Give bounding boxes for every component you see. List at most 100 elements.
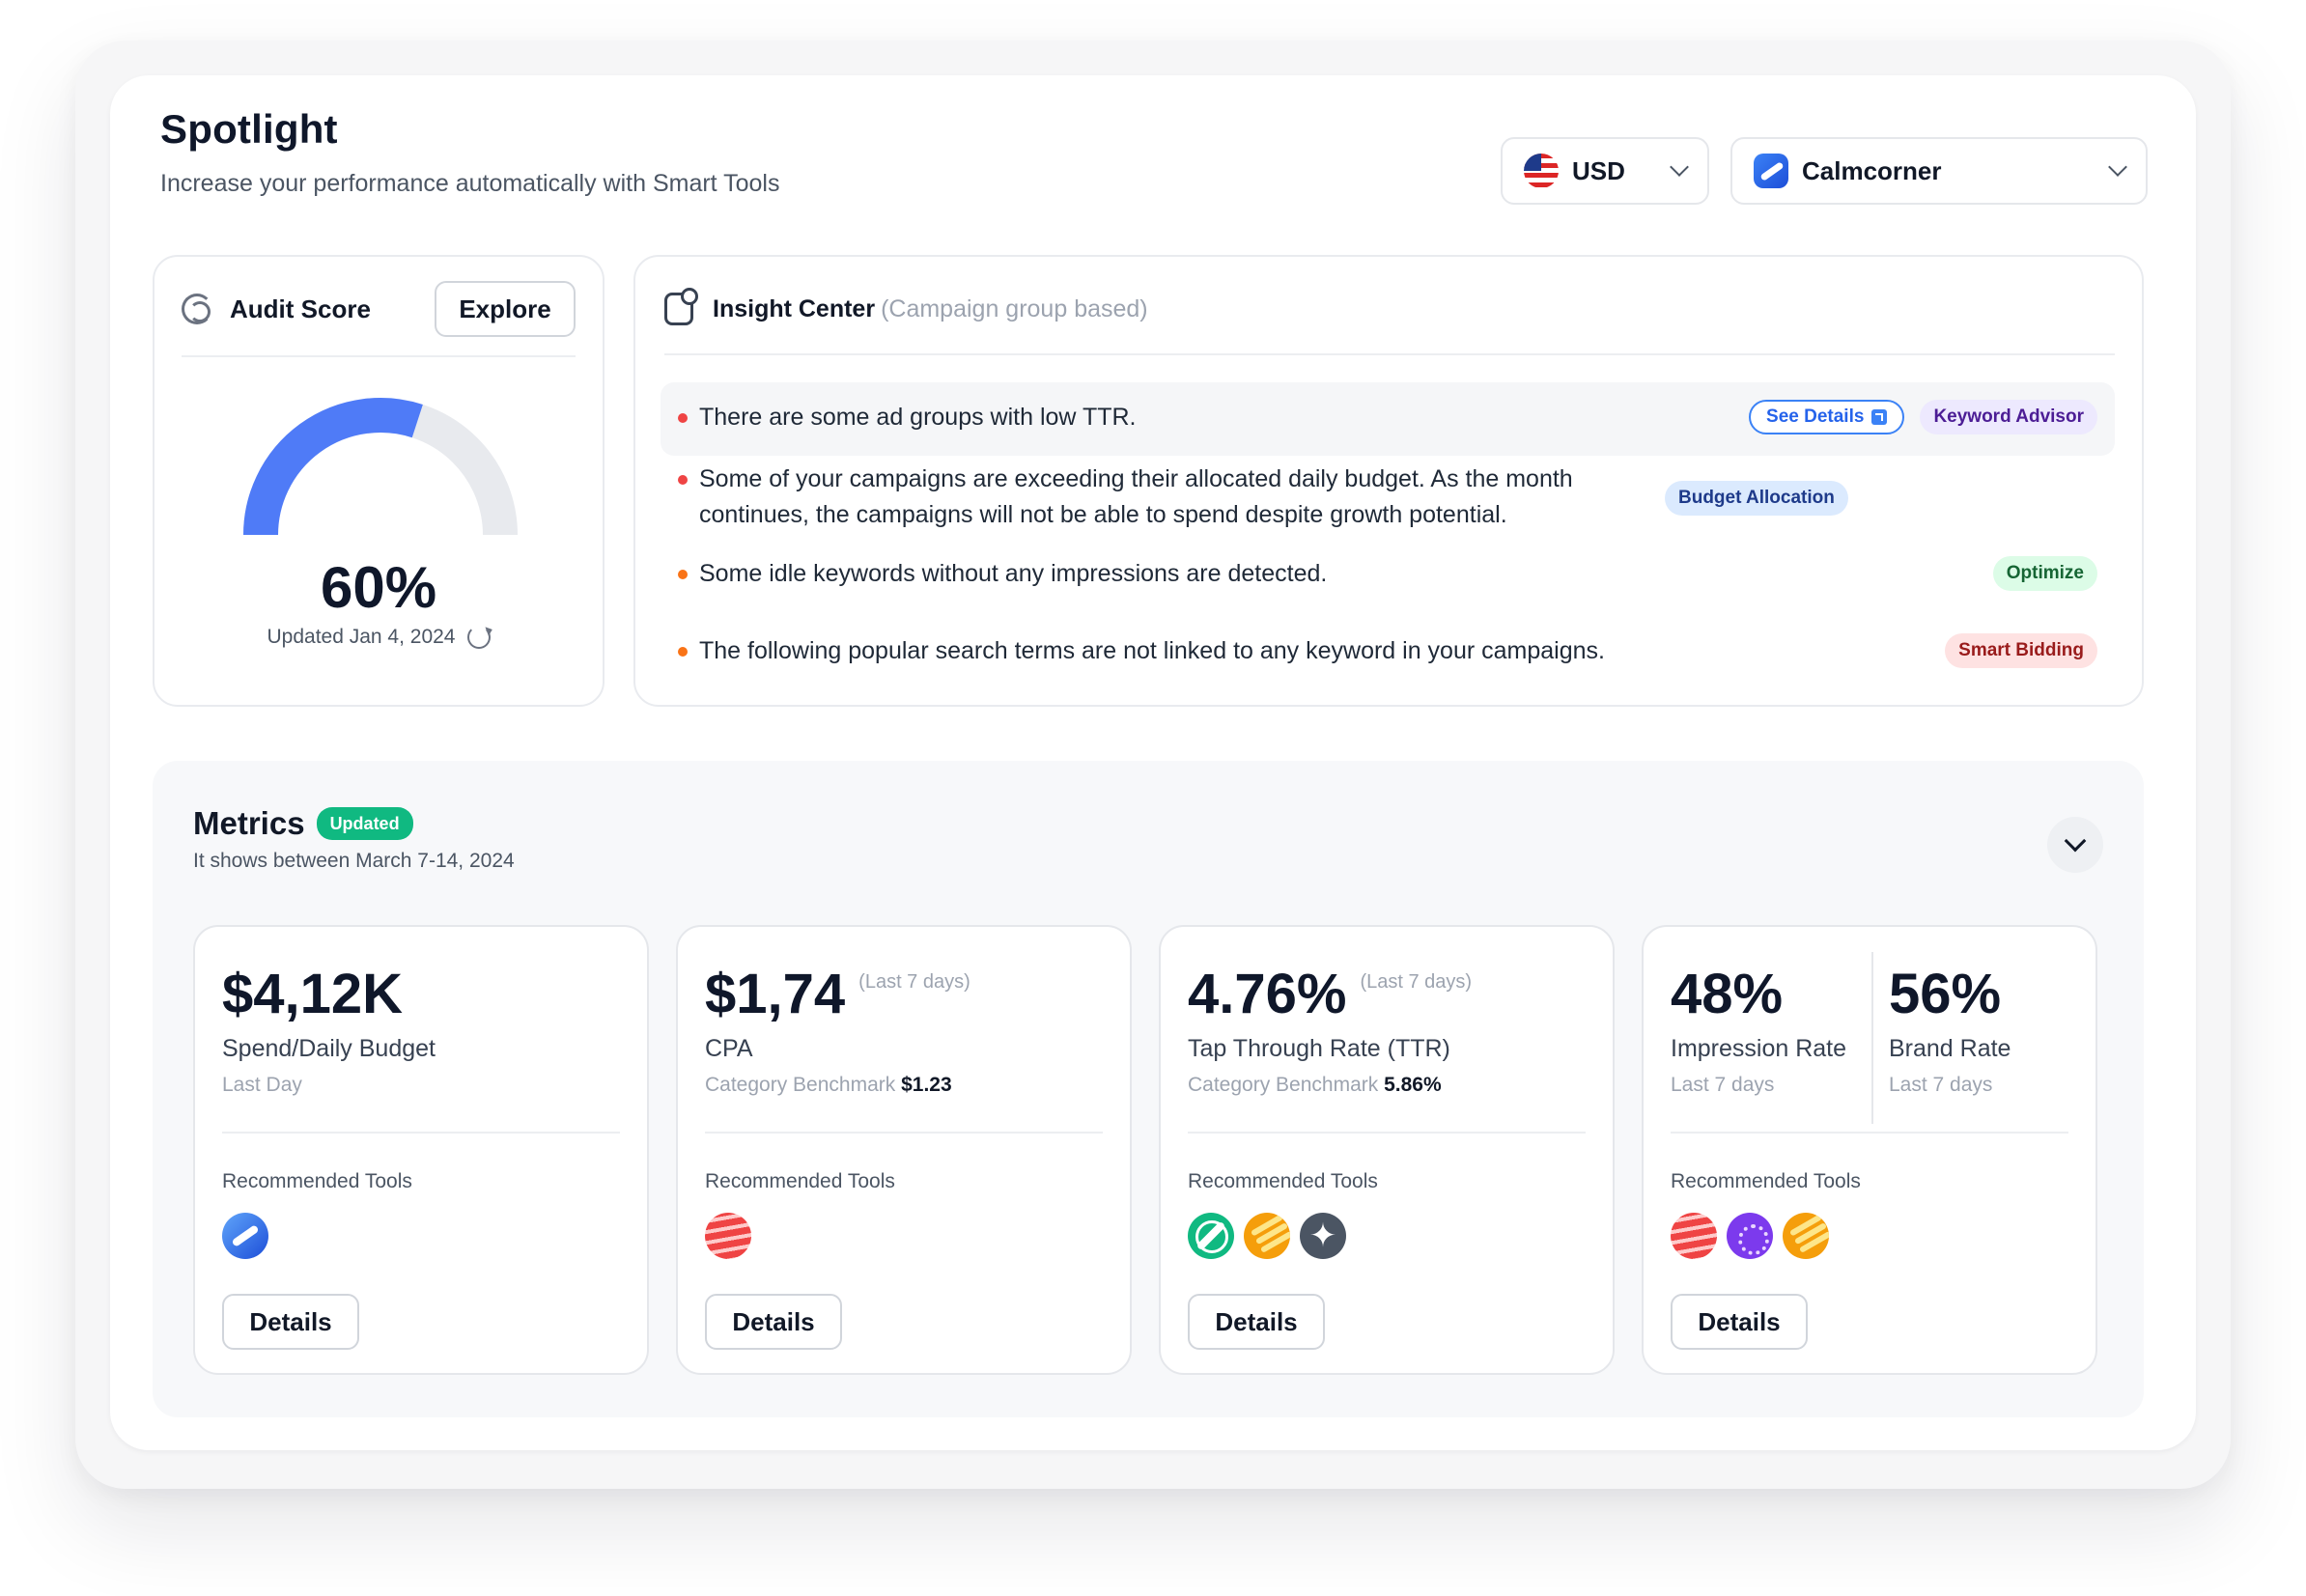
audit-score-card: Audit Score Explore 60% Updated Jan 4, 2… [153, 255, 605, 707]
metric-label: Brand Rate [1889, 1035, 2011, 1062]
divider [1188, 1132, 1586, 1134]
metric-range: (Last 7 days) [1360, 971, 1473, 993]
details-button[interactable]: Details [1188, 1294, 1325, 1350]
details-button[interactable]: Details [705, 1294, 842, 1350]
recommended-tools-label: Recommended Tools [705, 1170, 895, 1192]
metric-value-row: 48% [1671, 962, 1783, 1026]
audit-ring-icon [182, 294, 212, 324]
metric-value: $1,74 [705, 963, 846, 1025]
metrics-section: Metrics Updated It shows between March 7… [153, 761, 2144, 1417]
benchmark-label: Category Benchmark [705, 1074, 896, 1096]
severity-dot [678, 570, 688, 579]
severity-dot [678, 647, 688, 657]
divider [1671, 1132, 2068, 1134]
insight-icon [664, 288, 698, 325]
insight-text: The following popular search terms are n… [699, 637, 1605, 664]
refresh-icon[interactable] [466, 626, 491, 649]
wave-tool-icon[interactable] [1244, 1213, 1290, 1259]
recommended-tools-label: Recommended Tools [1671, 1170, 1861, 1192]
wave-tool-icon[interactable] [1783, 1213, 1829, 1259]
tag-optimize[interactable]: Optimize [1992, 556, 2097, 591]
budget-tool-icon[interactable] [222, 1213, 268, 1259]
updated-badge: Updated [316, 807, 413, 840]
metric-label: CPA [705, 1035, 753, 1062]
severity-dot [678, 413, 688, 423]
metric-label: Spend/Daily Budget [222, 1035, 436, 1062]
metric-value: 4.76% [1188, 963, 1347, 1025]
compass-tool-icon[interactable] [1188, 1213, 1234, 1259]
metric-value: 56% [1889, 963, 2002, 1025]
audit-updated-text: Updated Jan 4, 2024 [267, 626, 456, 648]
recommended-tools-label: Recommended Tools [222, 1170, 412, 1192]
metrics-title: Metrics [193, 805, 305, 841]
striped-sphere-tool-icon[interactable] [1671, 1213, 1717, 1259]
metrics-subtitle: It shows between March 7-14, 2024 [193, 850, 515, 872]
metric-card-ttr: 4.76% (Last 7 days) Tap Through Rate (TT… [1159, 925, 1615, 1375]
insight-text: Some idle keywords without any impressio… [699, 560, 1328, 587]
metric-range: (Last 7 days) [858, 971, 970, 993]
see-details-button[interactable]: See Details [1749, 400, 1905, 434]
see-details-label: See Details [1766, 406, 1865, 427]
calmcorner-logo-icon [1754, 154, 1788, 188]
metric-value-row: 56% [1889, 962, 2001, 1026]
insight-text: There are some ad groups with low TTR. [699, 404, 1137, 431]
metric-label: Impression Rate [1671, 1035, 1847, 1062]
insight-item: The following popular search terms are n… [661, 633, 2115, 669]
currency-value: USD [1572, 155, 1625, 185]
metric-card-spend: $4,12K Spend/Daily Budget Last Day Recom… [193, 925, 649, 1375]
recommended-tools [222, 1213, 268, 1259]
audit-score-header: Audit Score Explore [182, 280, 576, 357]
insight-item: Some of your campaigns are exceeding the… [661, 462, 2115, 533]
insight-item: Some idle keywords without any impressio… [661, 556, 2115, 592]
metric-period: Last 7 days [1889, 1074, 1993, 1096]
currency-select[interactable]: USD [1501, 137, 1709, 205]
external-link-icon [1871, 409, 1888, 425]
page-title: Spotlight [160, 106, 338, 152]
audit-score-value: 60% [320, 555, 437, 620]
insight-center-header: Insight Center (Campaign group based) [664, 282, 2115, 355]
column-divider [1871, 952, 1873, 1124]
recommended-tools [705, 1213, 751, 1259]
divider [705, 1132, 1103, 1134]
metrics-title-row: Metrics Updated [193, 805, 413, 842]
tag-smart-bidding[interactable]: Smart Bidding [1945, 633, 2097, 668]
insight-text: Some of your campaigns are exceeding the… [699, 465, 1573, 528]
insight-center-subtitle: (Campaign group based) [881, 294, 1148, 322]
page-subtitle: Increase your performance automatically … [160, 170, 780, 197]
metric-benchmark: Category Benchmark $1.23 [705, 1074, 952, 1097]
metric-benchmark: Category Benchmark 5.86% [1188, 1074, 1442, 1097]
explore-button[interactable]: Explore [435, 281, 576, 337]
gauge-fill [243, 398, 423, 536]
insight-center-card: Insight Center (Campaign group based) Th… [633, 255, 2144, 707]
details-button[interactable]: Details [1671, 1294, 1808, 1350]
chevron-down-icon [2108, 157, 2127, 177]
collapse-button[interactable] [2047, 817, 2103, 873]
metric-card-rates: 48% Impression Rate Last 7 days 56% Bran… [1642, 925, 2097, 1375]
severity-dot [678, 475, 688, 485]
us-flag-icon [1524, 154, 1559, 188]
metric-value-row: $4,12K [222, 962, 403, 1026]
metric-value: $4,12K [222, 963, 404, 1025]
audit-gauge [243, 398, 518, 536]
details-button[interactable]: Details [222, 1294, 359, 1350]
audit-updated-row: Updated Jan 4, 2024 [155, 626, 603, 649]
tag-keyword-advisor[interactable]: Keyword Advisor [1920, 400, 2097, 434]
sun-tool-icon[interactable] [1727, 1213, 1773, 1259]
metric-value-row: $1,74 (Last 7 days) [705, 962, 970, 1026]
chevron-down-icon [1670, 157, 1689, 177]
recommended-tools [1671, 1213, 1829, 1259]
metric-period: Last 7 days [1671, 1074, 1775, 1096]
tag-budget-allocation[interactable]: Budget Allocation [1665, 481, 1848, 516]
benchmark-value: 5.86% [1384, 1074, 1442, 1096]
account-select[interactable]: Calmcorner [1730, 137, 2148, 205]
star-tool-icon[interactable] [1300, 1213, 1346, 1259]
account-value: Calmcorner [1802, 155, 1942, 185]
chevron-down-icon [2064, 829, 2087, 853]
metric-period: Last Day [222, 1074, 302, 1096]
audit-score-title: Audit Score [230, 294, 371, 323]
insight-item: There are some ad groups with low TTR. S… [661, 382, 2115, 456]
insight-center-title: Insight Center [713, 294, 876, 322]
metric-value: 48% [1671, 963, 1784, 1025]
striped-sphere-tool-icon[interactable] [705, 1213, 751, 1259]
metric-card-cpa: $1,74 (Last 7 days) CPA Category Benchma… [676, 925, 1132, 1375]
